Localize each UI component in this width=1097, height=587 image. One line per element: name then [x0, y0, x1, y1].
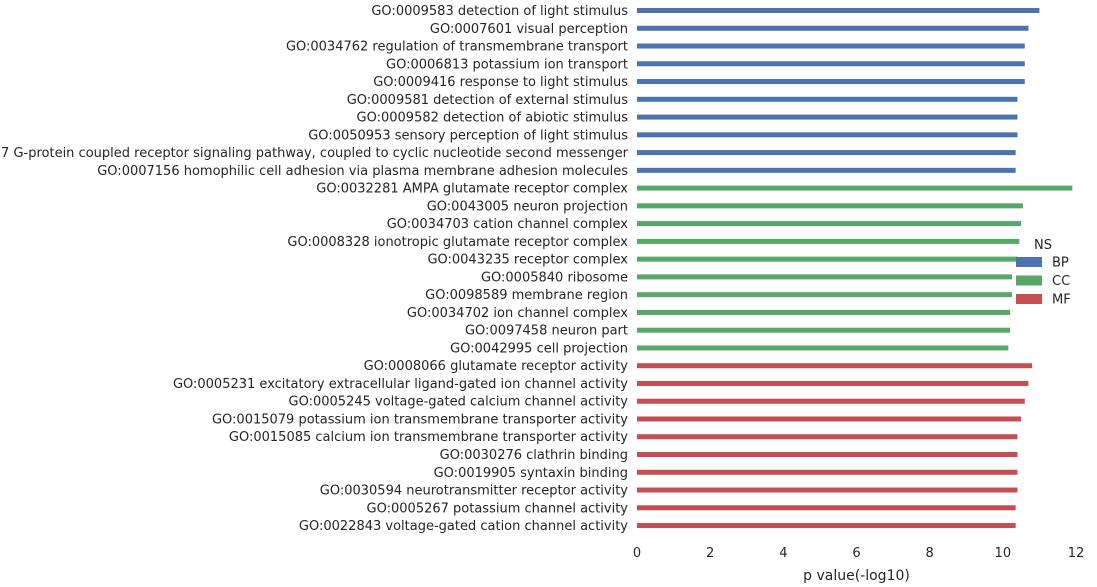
bar-cc-1	[637, 185, 1073, 191]
x-axis-label: p value(-log10)	[803, 568, 910, 584]
category-label: GO:0007601 visual perception	[430, 22, 628, 37]
bar-mf-8	[637, 487, 1018, 493]
legend-label-mf: MF	[1052, 293, 1071, 308]
x-tick-label: 2	[706, 546, 714, 561]
bar-mf-4	[637, 416, 1022, 422]
category-label: GO:0034702 ion channel complex	[407, 306, 628, 321]
category-label: GO:0034762 regulation of transmembrane t…	[286, 40, 628, 55]
legend-label-cc: CC	[1052, 274, 1070, 289]
bar-cc-8	[637, 309, 1011, 315]
bar-bp-4	[637, 61, 1025, 67]
bar-bp-3	[637, 43, 1025, 49]
bar-mf-6	[637, 452, 1018, 457]
category-label: GO:0007156 homophilic cell adhesion via …	[97, 164, 628, 179]
bar-bp-8	[637, 132, 1018, 138]
category-label: GO:0009583 detection of light stimulus	[371, 4, 628, 19]
x-tick-label: 6	[852, 546, 860, 561]
category-label: GO:0022843 voltage-gated cation channel …	[299, 519, 628, 534]
category-label: GO:0043235 receptor complex	[427, 253, 628, 268]
bar-mf-5	[637, 434, 1018, 440]
bar-cc-3	[637, 221, 1022, 227]
bar-cc-9	[637, 327, 1011, 333]
bar-mf-1	[637, 363, 1033, 369]
category-label: GO:0032281 AMPA glutamate receptor compl…	[316, 182, 628, 197]
bar-bp-5	[637, 79, 1025, 85]
legend: NS BP CC MF	[1016, 238, 1071, 308]
category-label: GO:0015085 calcium ion transmembrane tra…	[229, 430, 628, 445]
category-label: GO:0043005 neuron projection	[427, 199, 628, 214]
bar-bp-1	[637, 8, 1040, 13]
bar-cc-4	[637, 238, 1020, 244]
category-label: GO:0030276 clathrin binding	[440, 448, 628, 463]
bar-bp-10	[637, 167, 1016, 173]
category-label: GO:0050953 sensory perception of light s…	[308, 128, 628, 143]
category-label: GO:0015079 potassium ion transmembrane t…	[212, 412, 628, 427]
bar-cc-10	[637, 345, 1009, 351]
bar-mf-10	[637, 523, 1016, 529]
bar-bp-7	[637, 114, 1018, 120]
bar-cc-6	[637, 274, 1012, 280]
category-label: GO:0005231 excitatory extracellular liga…	[173, 377, 628, 392]
x-axis: 0 2 4 6 8 10 12	[633, 546, 1084, 561]
category-label: GO:0005267 potassium channel activity	[367, 501, 629, 516]
bar-cc-2	[637, 203, 1023, 209]
category-label: GO:0042995 cell projection	[450, 341, 628, 356]
bar-bp-2	[637, 25, 1029, 31]
category-label: GO:0019905 syntaxin binding	[434, 466, 628, 481]
category-label: GO:0005840 ribosome	[481, 270, 628, 285]
bar-cc-7	[637, 292, 1012, 298]
category-label: GO:0098589 membrane region	[425, 288, 628, 303]
legend-swatch-mf	[1016, 294, 1042, 304]
category-label: GO:0097458 neuron part	[465, 324, 628, 339]
legend-swatch-cc	[1016, 275, 1042, 286]
bar-bp-9	[637, 150, 1016, 156]
category-label: GO:0007187 G-protein coupled receptor si…	[0, 146, 629, 161]
bar-mf-2	[637, 380, 1029, 386]
bar-mf-9	[637, 505, 1016, 511]
bar-cc-5	[637, 256, 1018, 262]
x-tick-label: 10	[995, 546, 1012, 561]
legend-swatch-bp	[1016, 257, 1042, 267]
category-label: GO:0034703 cation channel complex	[387, 217, 629, 232]
bar-mf-7	[637, 469, 1018, 475]
category-labels: GO:0009583 detection of light stimulus GO…	[0, 4, 629, 534]
category-label: GO:0030594 neurotransmitter receptor act…	[320, 484, 629, 499]
category-label: GO:0009582 detection of abiotic stimulus	[357, 111, 629, 126]
x-tick-label: 8	[926, 546, 934, 561]
category-label: GO:0006813 potassium ion transport	[386, 57, 628, 72]
category-label: GO:0009581 detection of external stimulu…	[347, 93, 629, 108]
legend-title: NS	[1034, 238, 1052, 253]
category-label: GO:0008066 glutamate receptor activity	[364, 359, 629, 374]
category-label: GO:0009416 response to light stimulus	[373, 75, 628, 90]
legend-label-bp: BP	[1052, 256, 1069, 271]
category-label: GO:0005245 voltage-gated calcium channel…	[289, 395, 629, 410]
x-tick-label: 0	[633, 546, 641, 561]
x-tick-label: 4	[779, 546, 787, 561]
category-label: GO:0008328 ionotropic glutamate receptor…	[287, 235, 628, 250]
bar-bp-6	[637, 96, 1018, 102]
bar-mf-3	[637, 398, 1025, 404]
bars	[637, 8, 1073, 529]
x-tick-label: 12	[1068, 546, 1085, 561]
